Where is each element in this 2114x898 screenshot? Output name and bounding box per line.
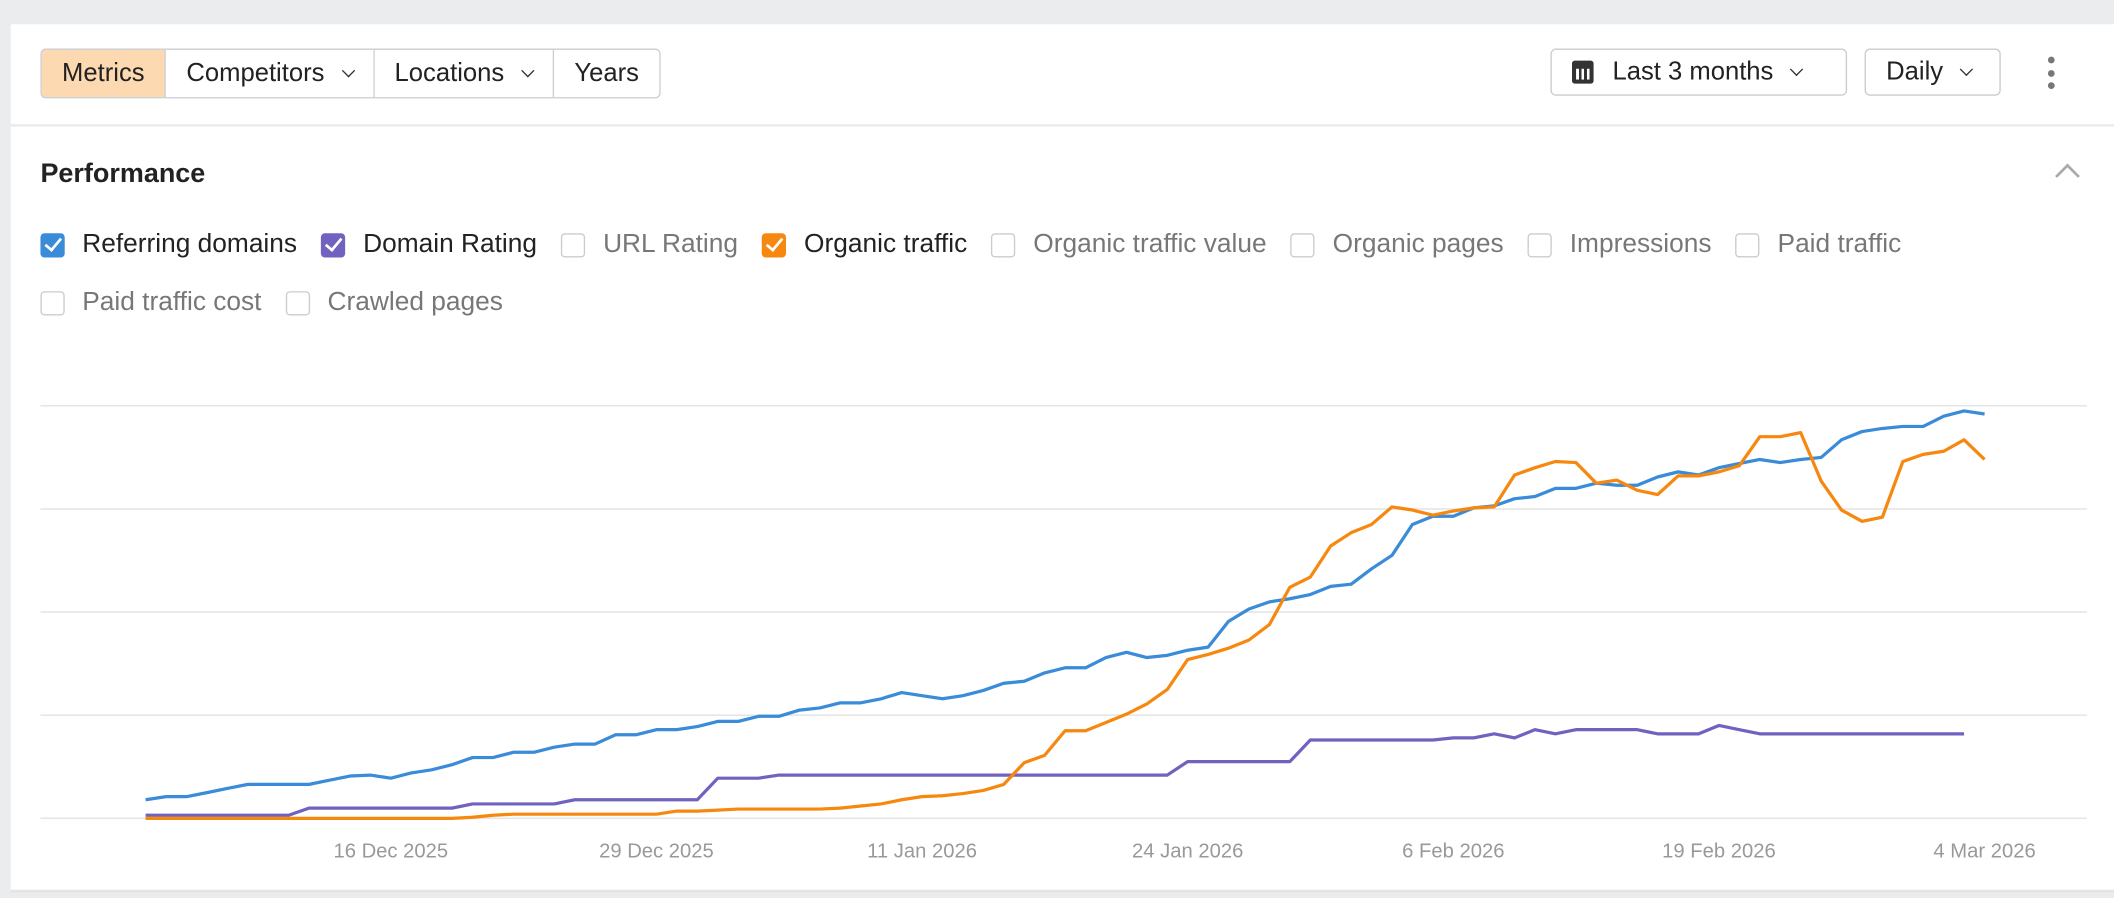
divider — [10, 889, 2114, 893]
years-tab[interactable]: Years — [554, 49, 660, 98]
years-label: Years — [574, 58, 639, 87]
performance-chart: 16 Dec 2025 29 Dec 2025 11 Jan 2026 24 Jan … — [40, 405, 2088, 862]
series-line-referring-domains — [145, 409, 1985, 802]
metric-checkbox-referring-domains[interactable]: Referring domains — [40, 229, 297, 260]
metric-checkbox-organic-traffic-value[interactable]: Organic traffic value — [991, 229, 1267, 260]
series-line-domain-rating — [145, 723, 1965, 817]
x-tick-label: 19 Feb 2026 — [1662, 840, 1776, 862]
checkbox-checked-icon[interactable] — [40, 232, 65, 257]
metric-label: Organic pages — [1332, 229, 1504, 259]
performance-panel: Metrics Competitors Locations Years Last… — [10, 24, 2114, 890]
metric-label: Organic traffic — [804, 229, 968, 259]
metric-label: URL Rating — [603, 229, 738, 259]
calendar-icon — [1572, 60, 1594, 84]
metric-checkbox-paid-traffic[interactable]: Paid traffic — [1735, 229, 1902, 260]
metric-label: Paid traffic cost — [82, 287, 262, 317]
metric-label: Paid traffic — [1777, 229, 1902, 259]
metric-checkbox-row: Paid traffic cost Crawled pages — [40, 287, 527, 318]
locations-label: Locations — [394, 58, 505, 87]
metric-checkbox-organic-traffic[interactable]: Organic traffic — [762, 229, 967, 260]
metrics-tab[interactable]: Metrics — [41, 49, 167, 98]
x-tick-label: 4 Mar 2026 — [1933, 840, 2035, 862]
metric-checkbox-impressions[interactable]: Impressions — [1527, 229, 1712, 260]
metric-label: Impressions — [1569, 229, 1712, 259]
checkbox-unchecked-icon[interactable] — [40, 290, 65, 315]
x-tick-label: 16 Dec 2025 — [333, 840, 448, 862]
checkbox-checked-icon[interactable] — [321, 232, 346, 257]
competitors-dropdown[interactable]: Competitors — [166, 49, 375, 98]
metric-checkbox-crawled-pages[interactable]: Crawled pages — [285, 287, 503, 318]
checkbox-unchecked-icon[interactable] — [991, 232, 1016, 257]
interval-label: Daily — [1886, 57, 1944, 86]
competitors-label: Competitors — [186, 58, 325, 87]
checkbox-unchecked-icon[interactable] — [1527, 232, 1553, 257]
metric-label: Domain Rating — [363, 229, 538, 259]
section-title: Performance — [40, 159, 206, 189]
metric-checkbox-domain-rating[interactable]: Domain Rating — [321, 229, 537, 260]
metrics-tab-label: Metrics — [62, 58, 145, 87]
metric-label: Crawled pages — [327, 287, 503, 317]
checkbox-unchecked-icon[interactable] — [1735, 232, 1761, 257]
metric-checkbox-paid-traffic-cost[interactable]: Paid traffic cost — [40, 287, 261, 318]
toolbar: Metrics Competitors Locations Years Last… — [10, 24, 2114, 127]
metric-label: Referring domains — [82, 229, 298, 259]
view-segmented-control: Metrics Competitors Locations Years — [40, 48, 661, 99]
date-range-dropdown[interactable]: Last 3 months — [1550, 48, 1848, 96]
checkbox-unchecked-icon[interactable] — [561, 232, 586, 257]
metric-checkbox-organic-pages[interactable]: Organic pages — [1290, 229, 1504, 260]
metric-checkbox-row: Referring domains Domain Rating URL Rating… — [40, 229, 1925, 260]
series-line-organic-traffic — [145, 431, 1986, 820]
x-tick-label: 6 Feb 2026 — [1402, 840, 1504, 862]
kebab-menu-icon[interactable] — [2047, 56, 2055, 89]
locations-dropdown[interactable]: Locations — [374, 49, 555, 98]
metric-checkbox-url-rating[interactable]: URL Rating — [561, 229, 738, 260]
checkbox-unchecked-icon[interactable] — [1290, 232, 1316, 257]
x-tick-label: 29 Dec 2025 — [599, 840, 714, 862]
checkbox-unchecked-icon[interactable] — [285, 290, 311, 315]
x-tick-label: 11 Jan 2026 — [867, 840, 977, 862]
checkbox-checked-icon[interactable] — [762, 232, 787, 257]
metric-label: Organic traffic value — [1033, 229, 1267, 259]
x-tick-label: 24 Jan 2026 — [1132, 840, 1243, 862]
interval-dropdown[interactable]: Daily — [1864, 48, 2001, 96]
date-range-label: Last 3 months — [1612, 57, 1774, 86]
